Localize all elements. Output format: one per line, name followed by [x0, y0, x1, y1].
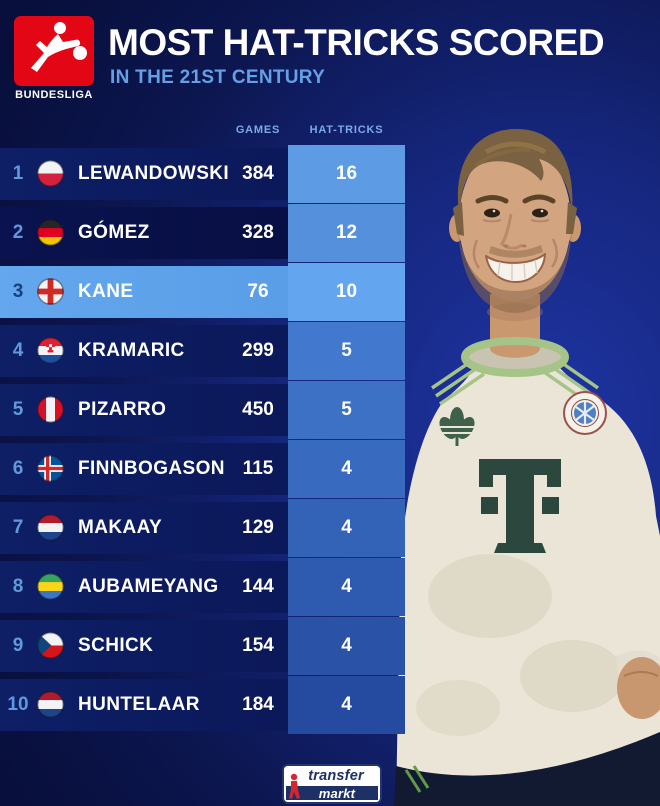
player-name: LEWANDOWSKI [78, 163, 230, 184]
table-row-kramaric: 4 KRAMARIC 299 5 [0, 322, 405, 380]
transfermarkt-player-icon [289, 773, 300, 799]
hat-tricks-cell: 12 [288, 204, 405, 262]
hat-tricks-cell: 5 [288, 322, 405, 380]
bundesliga-player-kick-icon [14, 16, 94, 86]
rank-cell: 6 [12, 458, 24, 479]
rank-cell: 5 [12, 399, 24, 420]
czech-republic-flag-icon [37, 632, 64, 659]
transfermarkt-bottom-band: markt [285, 785, 379, 801]
table-rows: 1 LEWANDOWSKI 384 16 2 GÓMEZ 328 12 3 [0, 145, 405, 734]
column-headers: GAMES HAT-TRICKS [0, 120, 405, 148]
iceland-flag-icon [37, 455, 64, 482]
player-name: MAKAAY [78, 517, 163, 538]
games-cell: 184 [242, 694, 274, 715]
bundesliga-wordmark: BUNDESLIGA [15, 89, 93, 101]
table-row-finnbogason: 6 FINNBOGASON 115 4 [0, 440, 405, 498]
table-row-huntelaar: 10 HUNTELAAR 184 4 [0, 676, 405, 734]
table-row-pizarro: 5 PIZARRO 450 5 [0, 381, 405, 439]
player-name: HUNTELAAR [78, 694, 200, 715]
brand-text-transfer: transfer [308, 767, 364, 784]
games-cell: 299 [242, 340, 274, 361]
games-cell: 384 [242, 163, 274, 184]
rank-cell: 10 [7, 694, 29, 715]
player-name: KRAMARIC [78, 340, 185, 361]
gabon-flag-icon [37, 573, 64, 600]
table-row-lewandowski: 1 LEWANDOWSKI 384 16 [0, 145, 405, 203]
germany-flag-icon [37, 219, 64, 246]
table-row-gomez: 2 GÓMEZ 328 12 [0, 204, 405, 262]
player-name: PIZARRO [78, 399, 167, 420]
rank-cell: 9 [12, 635, 24, 656]
rank-cell: 8 [12, 576, 24, 597]
rank-cell: 4 [12, 340, 24, 361]
games-cell: 450 [242, 399, 274, 420]
rank-cell: 1 [12, 163, 24, 184]
table-row-schick: 9 SCHICK 154 4 [0, 617, 405, 675]
hat-tricks-cell: 16 [288, 145, 405, 203]
telekom-t-icon [479, 459, 561, 553]
games-cell: 129 [242, 517, 274, 538]
netherlands-flag-icon [37, 691, 64, 718]
hat-tricks-cell: 4 [288, 676, 405, 734]
games-cell: 115 [242, 458, 274, 479]
transfermarkt-logo: transfer markt [282, 764, 382, 804]
page-subtitle: IN THE 21ST CENTURY [110, 67, 326, 88]
croatia-flag-icon [37, 337, 64, 364]
poland-flag-icon [37, 160, 64, 187]
games-cell: 154 [242, 635, 274, 656]
table-row-makaay: 7 MAKAAY 129 4 [0, 499, 405, 557]
table-row-aubameyang: 8 AUBAMEYANG 144 4 [0, 558, 405, 616]
page-title: MOST HAT-TRICKS SCORED [108, 22, 605, 63]
player-name: SCHICK [78, 635, 154, 656]
transfermarkt-top-band: transfer [284, 766, 380, 785]
hat-tricks-cell: 4 [288, 440, 405, 498]
player-name: GÓMEZ [78, 222, 150, 243]
rank-cell: 2 [12, 222, 24, 243]
player-photo-harry-kane [394, 128, 660, 806]
hat-tricks-cell: 4 [288, 617, 405, 675]
games-cell: 144 [242, 576, 274, 597]
column-header-games: GAMES [235, 124, 281, 136]
hat-tricks-cell: 4 [288, 558, 405, 616]
column-header-hat-tricks: HAT-TRICKS [309, 124, 384, 136]
games-cell: 328 [242, 222, 274, 243]
hat-tricks-table: GAMES HAT-TRICKS 1 LEWANDOWSKI 384 16 2 … [0, 120, 405, 738]
rank-cell: 7 [12, 517, 24, 538]
england-flag-icon [37, 278, 64, 305]
player-face [449, 128, 581, 313]
adidas-trefoil-icon [439, 407, 475, 446]
rank-cell: 3 [12, 281, 24, 302]
bundesliga-logo: BUNDESLIGA [14, 16, 94, 101]
jersey-collar [461, 337, 569, 377]
player-name: KANE [78, 281, 134, 302]
brand-text-markt: markt [318, 785, 356, 801]
player-name: FINNBOGASON [78, 458, 225, 479]
table-row-kane-highlighted: 3 KANE 76 10 [0, 263, 405, 321]
games-cell: 76 [247, 281, 269, 302]
bayern-crest-icon [563, 391, 607, 435]
player-name: AUBAMEYANG [78, 576, 219, 597]
hat-tricks-cell: 4 [288, 499, 405, 557]
hat-tricks-cell: 5 [288, 381, 405, 439]
peru-flag-icon [37, 396, 64, 423]
netherlands-flag-icon [37, 514, 64, 541]
header: BUNDESLIGA MOST HAT-TRICKS SCORED IN THE… [0, 0, 660, 116]
hat-tricks-cell: 10 [288, 263, 405, 321]
